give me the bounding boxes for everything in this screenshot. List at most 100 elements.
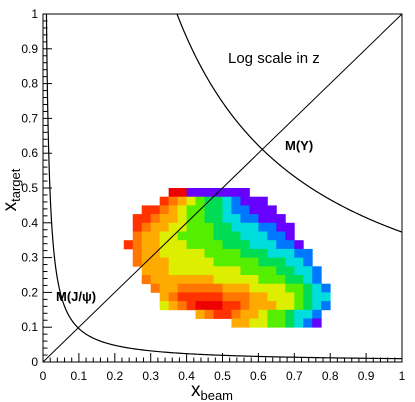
heatmap-cell: [267, 222, 277, 232]
heatmap-cell: [213, 231, 223, 241]
heatmap-cell: [150, 214, 161, 224]
heatmap-cell: [231, 309, 241, 319]
heatmap-cell: [222, 196, 232, 206]
heatmap-cell: [186, 240, 196, 250]
heatmap-cell: [258, 240, 268, 250]
heatmap-cell: [240, 318, 250, 328]
heatmap-cell: [249, 222, 259, 232]
heatmap-cell: [231, 283, 241, 293]
heatmap-cell: [240, 231, 250, 241]
heatmap-cell: [132, 257, 143, 267]
heatmap-cell: [303, 275, 313, 285]
heatmap-cell: [240, 301, 250, 311]
y-tick-label: 0.4: [21, 216, 38, 230]
heatmap-cell: [213, 283, 223, 293]
heatmap-cell: [231, 248, 241, 258]
heatmap-cell: [150, 266, 161, 276]
heatmap-cell: [159, 275, 170, 285]
heatmap-cell: [222, 309, 232, 319]
heatmap-cell: [168, 222, 179, 232]
heatmap-cell: [141, 275, 152, 285]
heatmap-cell: [231, 292, 241, 302]
heatmap-cell: [249, 231, 259, 241]
heatmap-cell: [177, 231, 187, 241]
heatmap-cell: [141, 266, 152, 276]
heatmap-cell: [222, 188, 232, 198]
y-tick-label: 0: [31, 355, 38, 369]
y-tick-label: 0.5: [21, 181, 38, 195]
heatmap-cell: [285, 266, 295, 276]
heatmap-cell: [159, 257, 170, 267]
heatmap-cell: [312, 283, 322, 293]
heatmap-cell: [294, 275, 304, 285]
heatmap-cell: [267, 248, 277, 258]
axis-ticks: [42, 13, 403, 363]
heatmap-cell: [213, 275, 223, 285]
y-tick-label: 0.3: [21, 251, 38, 265]
y-axis-subscript: target: [8, 168, 23, 202]
heatmap-cell: [204, 309, 214, 319]
heatmap-cell: [267, 257, 277, 267]
diagonal-line: [42, 13, 403, 363]
mass-curves: [42, 13, 403, 363]
heatmap-cell: [213, 240, 223, 250]
heatmap-cell: [186, 283, 196, 293]
heatmap-cell: [249, 214, 259, 224]
x-axis-subscript: beam: [200, 388, 233, 402]
heatmap-cell: [222, 222, 232, 232]
heatmap-cell: [294, 292, 304, 302]
heatmap-cell: [303, 283, 313, 293]
heatmap-cell: [159, 231, 170, 241]
heatmap-cell: [285, 309, 295, 319]
heatmap-cell: [285, 240, 295, 250]
heatmap-cell: [258, 309, 268, 319]
heatmap-cell: [231, 196, 241, 206]
heatmap-cell: [312, 301, 322, 311]
heatmap-cell: [249, 248, 259, 258]
heatmap-cell: [240, 240, 250, 250]
heatmap-cell: [276, 248, 286, 258]
heatmap-cell: [195, 214, 205, 224]
heatmap-cell: [186, 301, 196, 311]
heatmap-cell: [294, 283, 304, 293]
heatmap-cell: [231, 188, 241, 198]
heatmap-cell: [240, 257, 250, 267]
heatmap-cell: [231, 240, 241, 250]
heatmap-cell: [213, 196, 223, 206]
heatmap-cell: [150, 240, 161, 250]
heatmap-cell: [258, 231, 268, 241]
heatmap-cell: [159, 205, 170, 215]
heatmap-cell: [141, 231, 152, 241]
x-tick-labels: 0 0.1 0.2 0.3 0.4 0.5 0.6 0.7 0.8 0.9 1: [40, 369, 406, 383]
heatmap-cell: [294, 301, 304, 311]
heatmap-cell: [249, 301, 259, 311]
heatmap-cell: [195, 248, 205, 258]
heatmap-cell: [276, 240, 286, 250]
heatmap-cell: [177, 301, 187, 311]
heatmap-cell: [258, 301, 268, 311]
x-tick-label: 1: [399, 369, 406, 383]
heatmap-cell: [321, 292, 331, 302]
heatmap-cell: [195, 301, 205, 311]
heatmap-cell: [258, 275, 268, 285]
heatmap-cell: [321, 301, 331, 311]
heatmap-cell: [177, 214, 187, 224]
heatmap-cell: [240, 214, 250, 224]
heatmap-cell: [267, 266, 277, 276]
heatmap-cell: [258, 257, 268, 267]
heatmap-cell: [258, 266, 268, 276]
heatmap-cell: [294, 309, 304, 319]
heatmap-cell: [213, 257, 223, 267]
heatmap-cell: [141, 240, 152, 250]
heatmap-cell: [222, 248, 232, 258]
heatmap-cell: [177, 257, 187, 267]
heatmap-cell: [204, 231, 214, 241]
heatmap-cell: [312, 318, 322, 328]
heatmap-cell: [141, 214, 152, 224]
jpsi-annotation: M(J/ψ): [56, 289, 96, 304]
heatmap-cell: [150, 231, 161, 241]
heatmap-cell: [276, 214, 286, 224]
heatmap-cell: [204, 222, 214, 232]
heatmap-cell: [150, 275, 161, 285]
y-tick-label: 0.6: [21, 146, 38, 160]
